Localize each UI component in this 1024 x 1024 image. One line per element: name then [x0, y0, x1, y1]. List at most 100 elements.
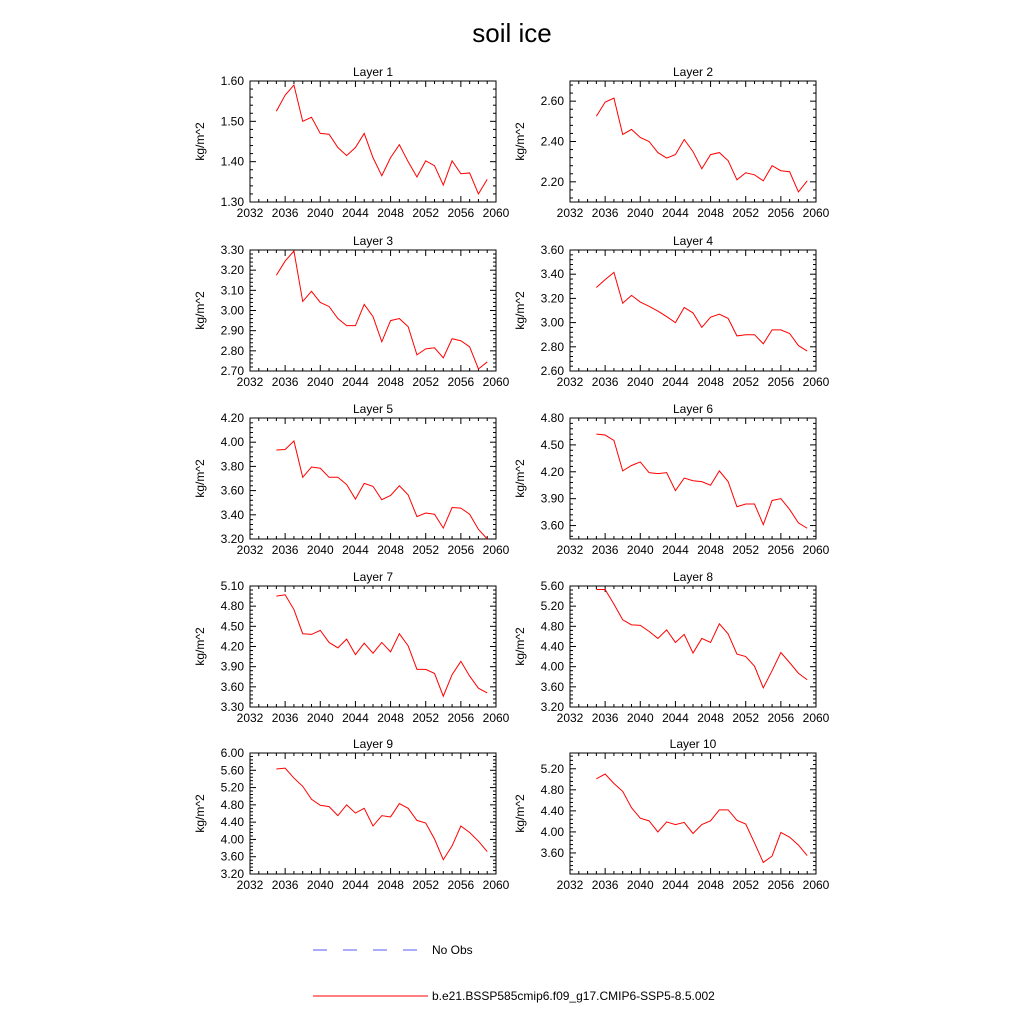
y-tick-label: 3.00	[541, 316, 565, 330]
x-tick-label: 2032	[557, 206, 584, 220]
y-tick-label: 3.10	[221, 283, 245, 297]
chart-panel-layer-8: Layer 8 kg/m^2 2032 2036 2040 2044 2048 2052 205…	[513, 570, 830, 725]
x-tick-label: 2052	[732, 878, 759, 892]
y-axis-label: kg/m^2	[513, 627, 527, 666]
x-tick-label: 2052	[732, 375, 759, 389]
y-tick-label: 4.00	[541, 825, 565, 839]
x-tick-label: 2056	[768, 375, 795, 389]
x-tick-label: 2056	[448, 878, 475, 892]
y-axis-label: kg/m^2	[513, 291, 527, 330]
legend-obs-label: No Obs	[432, 943, 473, 957]
y-tick-label: 4.00	[221, 832, 245, 846]
x-tick-label: 2040	[307, 711, 334, 725]
x-tick-label: 2036	[592, 878, 619, 892]
y-tick-label: 4.40	[541, 640, 565, 654]
x-tick-label: 2036	[272, 711, 299, 725]
x-tick-label: 2052	[412, 543, 439, 557]
y-tick-label: 1.30	[221, 195, 245, 209]
x-tick-label: 2060	[483, 543, 510, 557]
x-tick-label: 2060	[803, 711, 830, 725]
x-tick-label: 2032	[557, 543, 584, 557]
x-tick-label: 2040	[307, 375, 334, 389]
y-tick-label: 1.40	[221, 155, 245, 169]
y-tick-label: 4.50	[541, 438, 565, 452]
y-tick-label: 3.60	[221, 484, 245, 498]
y-tick-label: 5.60	[541, 579, 565, 593]
y-tick-label: 3.90	[541, 492, 565, 506]
x-tick-label: 2060	[483, 375, 510, 389]
x-tick-label: 2044	[342, 711, 369, 725]
y-tick-label: 4.80	[541, 783, 565, 797]
y-tick-label: 3.20	[541, 700, 565, 714]
y-tick-label: 2.70	[221, 364, 245, 378]
y-tick-label: 3.20	[221, 532, 245, 546]
model-series-line	[596, 433, 808, 529]
x-tick-label: 2044	[662, 543, 689, 557]
y-tick-label: 2.40	[541, 135, 565, 149]
panel-title: Layer 5	[353, 402, 393, 416]
x-tick-label: 2032	[237, 878, 264, 892]
panel-title: Layer 1	[353, 65, 393, 79]
x-tick-label: 2060	[483, 878, 510, 892]
figure-title: soil ice	[472, 18, 551, 48]
chart-panel-layer-2: Layer 2 kg/m^2 2032 2036 2040 2044 2048 2052 205…	[513, 65, 830, 220]
x-tick-label: 2048	[377, 375, 404, 389]
y-tick-label: 3.60	[221, 680, 245, 694]
x-tick-label: 2044	[662, 375, 689, 389]
legend-model-label: b.e21.BSSP585cmip6.f09_g17.CMIP6-SSP5-8.…	[432, 989, 715, 1003]
legend: No Obs b.e21.BSSP585cmip6.f09_g17.CMIP6-…	[313, 943, 715, 1003]
model-series-line	[276, 594, 488, 698]
x-tick-label: 2040	[627, 206, 654, 220]
y-tick-label: 5.10	[221, 579, 245, 593]
x-tick-label: 2048	[377, 206, 404, 220]
panel-title: Layer 4	[673, 234, 713, 248]
panel-title: Layer 8	[673, 570, 713, 584]
x-tick-label: 2048	[377, 878, 404, 892]
y-tick-label: 1.60	[221, 74, 245, 88]
x-tick-label: 2032	[237, 543, 264, 557]
x-tick-label: 2044	[342, 543, 369, 557]
x-tick-label: 2032	[557, 711, 584, 725]
x-tick-label: 2056	[448, 375, 475, 389]
y-tick-label: 3.20	[221, 867, 245, 881]
y-tick-label: 4.80	[541, 619, 565, 633]
x-tick-label: 2032	[237, 375, 264, 389]
x-tick-label: 2052	[412, 878, 439, 892]
y-tick-label: 4.40	[221, 815, 245, 829]
x-tick-label: 2044	[342, 375, 369, 389]
y-tick-label: 4.80	[541, 411, 565, 425]
y-tick-label: 2.80	[221, 344, 245, 358]
chart-panel-layer-7: Layer 7 kg/m^2 2032 2036 2040 2044 2048 2052 205…	[193, 570, 510, 725]
y-tick-label: 4.20	[221, 411, 245, 425]
model-series-line	[595, 97, 808, 193]
x-tick-label: 2048	[377, 543, 404, 557]
x-tick-label: 2036	[272, 206, 299, 220]
x-tick-label: 2032	[557, 375, 584, 389]
y-tick-label: 3.40	[541, 267, 565, 281]
x-tick-label: 2056	[768, 711, 795, 725]
x-tick-label: 2040	[307, 878, 334, 892]
model-series-line	[275, 249, 488, 370]
x-tick-label: 2048	[377, 711, 404, 725]
y-tick-label: 4.50	[221, 619, 245, 633]
panel-title: Layer 6	[673, 402, 713, 416]
plot-frame	[569, 585, 817, 708]
model-series-line	[276, 767, 488, 861]
y-tick-label: 3.20	[221, 263, 245, 277]
x-tick-label: 2060	[483, 711, 510, 725]
y-axis-label: kg/m^2	[193, 794, 207, 833]
y-tick-label: 2.80	[541, 340, 565, 354]
y-tick-label: 5.20	[221, 781, 245, 795]
x-tick-label: 2040	[627, 543, 654, 557]
x-tick-label: 2048	[697, 543, 724, 557]
y-tick-label: 4.20	[221, 640, 245, 654]
x-tick-label: 2044	[662, 878, 689, 892]
x-tick-label: 2056	[768, 543, 795, 557]
plot-frame	[249, 80, 497, 203]
x-tick-label: 2052	[412, 206, 439, 220]
y-tick-label: 4.80	[221, 599, 245, 613]
y-axis-label: kg/m^2	[193, 291, 207, 330]
y-tick-label: 3.90	[221, 660, 245, 674]
chart-panel-layer-10: Layer 10 kg/m^2 2032 2036 2040 2044 2048 2052 20…	[513, 737, 830, 892]
